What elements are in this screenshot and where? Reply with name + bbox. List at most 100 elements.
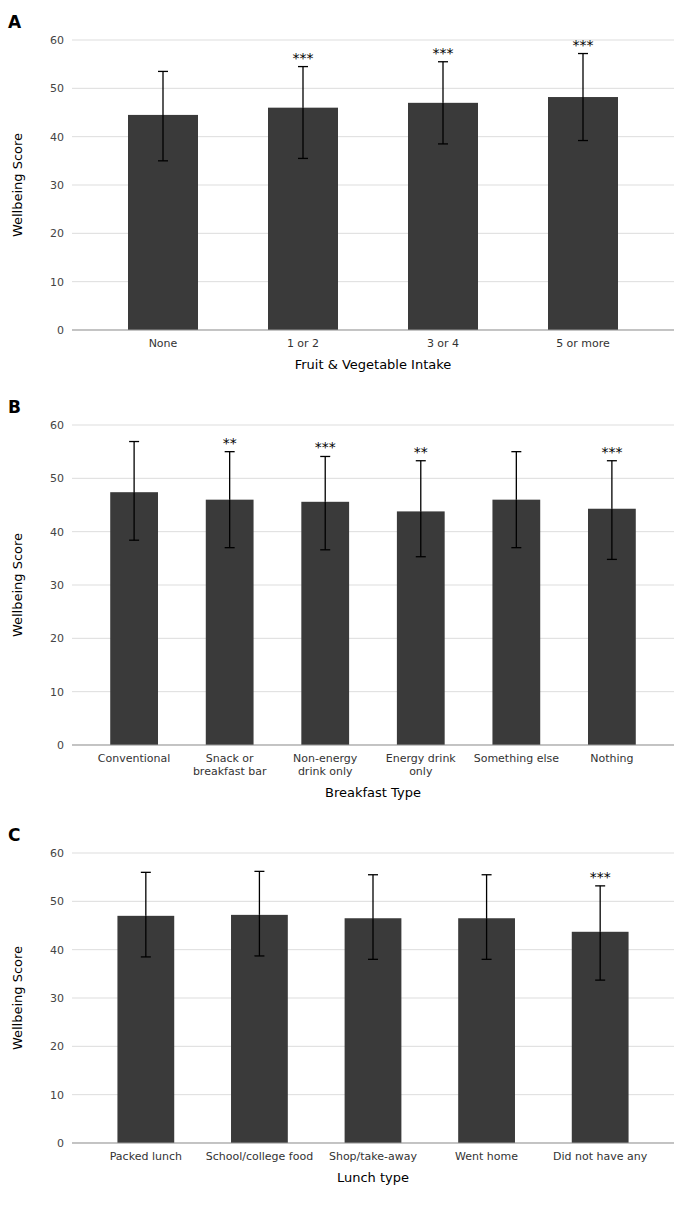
x-tick-label: Did not have any xyxy=(553,1150,648,1163)
grid-line xyxy=(72,638,674,639)
error-bar-lower xyxy=(511,500,521,548)
error-bar-upper xyxy=(158,71,168,115)
y-tick-label: 60 xyxy=(50,34,64,47)
bar xyxy=(110,492,158,745)
error-bar-lower xyxy=(158,115,168,161)
grid-line xyxy=(72,88,674,89)
y-tick-label: 20 xyxy=(50,1040,64,1053)
grid-line xyxy=(72,330,674,331)
y-tick-label: 50 xyxy=(50,472,64,485)
error-bar-upper xyxy=(438,62,448,103)
panel-label: A xyxy=(8,12,22,32)
y-tick-label: 60 xyxy=(50,419,64,432)
grid-line xyxy=(72,531,674,532)
panel-label: C xyxy=(8,825,20,845)
x-axis-label: Breakfast Type xyxy=(325,785,421,800)
error-bar-lower xyxy=(482,918,492,959)
panel: C0102030405060***Packed lunchSchool/coll… xyxy=(8,825,674,1185)
marks xyxy=(117,871,628,1143)
grid-line xyxy=(72,745,674,746)
error-bar-upper xyxy=(416,461,426,512)
y-tick-label: 10 xyxy=(50,276,64,289)
x-axis-label: Lunch type xyxy=(337,1170,409,1185)
marks xyxy=(128,54,618,330)
significance: *** xyxy=(293,50,314,66)
y-tick-label: 0 xyxy=(57,324,64,337)
panel-label: B xyxy=(8,397,21,417)
significance: *** xyxy=(433,45,454,61)
bar xyxy=(345,918,402,1143)
error-bar-lower xyxy=(254,915,264,956)
x-tick-label: School/college food xyxy=(206,1150,313,1163)
significance: *** xyxy=(573,37,594,53)
error-bar-upper xyxy=(129,442,139,493)
bar xyxy=(231,915,288,1143)
y-tick-label: 30 xyxy=(50,579,64,592)
y-axis-label: Wellbeing Score xyxy=(10,533,25,637)
bar xyxy=(588,509,636,745)
x-tick-label: 5 or more xyxy=(556,337,610,350)
error-bar-lower xyxy=(368,918,378,959)
x-tick-label: Packed lunch xyxy=(110,1150,182,1163)
error-bar-lower xyxy=(298,108,308,159)
significance: *** xyxy=(590,869,611,885)
panel: A0102030405060*********None1 or 23 or 45… xyxy=(8,12,674,372)
error-bar-upper xyxy=(595,886,605,932)
bar xyxy=(458,918,515,1143)
error-bar-lower xyxy=(438,103,448,144)
y-tick-label: 0 xyxy=(57,739,64,752)
background xyxy=(0,0,689,1229)
error-bar-upper xyxy=(298,67,308,108)
grid-line xyxy=(72,478,674,479)
panel: B0102030405060**********ConventionalSnac… xyxy=(8,397,674,800)
bar xyxy=(492,500,540,745)
marks xyxy=(110,442,636,745)
y-axis-label: Wellbeing Score xyxy=(10,133,25,237)
significance: ** xyxy=(414,444,428,460)
x-tick-label: Non-energydrink only xyxy=(293,752,358,778)
x-axis-label: Fruit & Vegetable Intake xyxy=(295,357,452,372)
significance: ** xyxy=(223,435,237,451)
y-tick-label: 50 xyxy=(50,82,64,95)
error-bar-lower xyxy=(595,932,605,980)
y-tick-label: 20 xyxy=(50,227,64,240)
x-axis xyxy=(72,330,674,331)
y-tick-label: 40 xyxy=(50,131,64,144)
error-bar-lower xyxy=(416,511,426,556)
x-tick-label: Snack orbreakfast bar xyxy=(193,752,267,778)
y-tick-label: 30 xyxy=(50,992,64,1005)
x-tick-label: None xyxy=(149,337,178,350)
error-bar-upper xyxy=(511,452,521,500)
x-tick-label: 1 or 2 xyxy=(287,337,319,350)
y-tick-label: 10 xyxy=(50,1089,64,1102)
y-tick-label: 60 xyxy=(50,847,64,860)
grid-line xyxy=(72,853,674,854)
bar xyxy=(408,103,478,330)
bar xyxy=(572,932,629,1143)
bar xyxy=(117,916,174,1143)
error-bar-upper xyxy=(578,54,588,98)
error-bar-lower xyxy=(141,916,151,957)
error-bar-upper xyxy=(320,456,330,501)
y-tick-label: 0 xyxy=(57,1137,64,1150)
grid-line xyxy=(72,691,674,692)
y-tick-label: 40 xyxy=(50,526,64,539)
bar xyxy=(548,97,618,330)
x-tick-label: Conventional xyxy=(98,752,171,765)
error-bar-upper xyxy=(254,871,264,915)
error-bar-upper xyxy=(368,875,378,919)
bar xyxy=(397,511,445,745)
x-tick-label: Went home xyxy=(455,1150,518,1163)
grid-line xyxy=(72,1143,674,1144)
y-tick-label: 10 xyxy=(50,686,64,699)
grid-line xyxy=(72,425,674,426)
y-axis-label: Wellbeing Score xyxy=(10,946,25,1050)
y-tick-label: 40 xyxy=(50,944,64,957)
error-bar-lower xyxy=(320,502,330,550)
x-tick-label: 3 or 4 xyxy=(427,337,459,350)
bar xyxy=(128,115,198,330)
error-bar-lower xyxy=(225,500,235,548)
error-bar-lower xyxy=(129,492,139,540)
bar xyxy=(268,108,338,330)
x-tick-label: Something else xyxy=(474,752,560,765)
